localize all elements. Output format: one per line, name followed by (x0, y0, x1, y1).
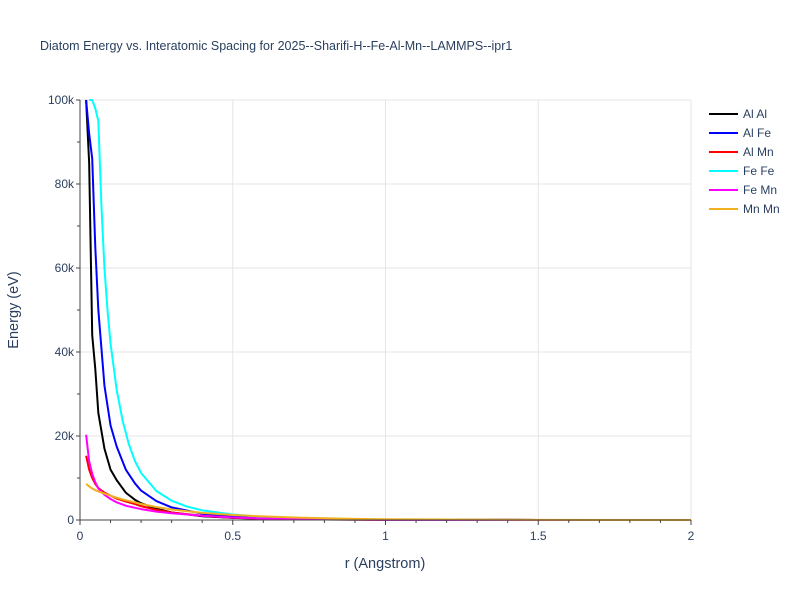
legend-label: Al Fe (743, 126, 771, 140)
x-tick-label: 0.5 (224, 529, 241, 543)
y-tick-label: 40k (55, 345, 75, 359)
legend-label: Mn Mn (743, 202, 780, 216)
y-tick-label: 60k (55, 261, 75, 275)
x-tick-label: 2 (688, 529, 695, 543)
legend-item-mn-mn[interactable]: Mn Mn (709, 202, 780, 216)
chart-title: Diatom Energy vs. Interatomic Spacing fo… (40, 39, 512, 53)
legend[interactable]: Al Al Al Fe Al Mn Fe Fe Fe Mn Mn Mn (709, 107, 780, 216)
legend-label: Fe Mn (743, 183, 777, 197)
y-tick-label: 20k (55, 429, 75, 443)
grid-lines (80, 99, 692, 520)
legend-label: Fe Fe (743, 164, 775, 178)
series-line-fe-mn (85, 434, 691, 521)
legend-label: Al Al (743, 107, 767, 121)
y-axis-label: Energy (eV) (6, 271, 22, 348)
series-lines (85, 99, 691, 521)
x-tick-label: 1.5 (530, 529, 547, 543)
y-tick-label: 100k (48, 93, 75, 107)
legend-item-fe-fe[interactable]: Fe Fe (709, 164, 775, 178)
legend-item-al-al[interactable]: Al Al (709, 107, 767, 121)
legend-label: Al Mn (743, 145, 774, 159)
series-line-mn-mn (85, 483, 691, 521)
legend-item-al-fe[interactable]: Al Fe (709, 126, 771, 140)
axes: 0 20k 40k 60k 80k 100k 0 0.5 1 1.5 2 (48, 93, 695, 543)
y-tick-label: 80k (55, 177, 75, 191)
legend-item-fe-mn[interactable]: Fe Mn (709, 183, 777, 197)
x-tick-label: 0 (77, 529, 84, 543)
x-axis-label: r (Angstrom) (345, 556, 426, 572)
y-tick-label: 0 (67, 513, 74, 527)
legend-item-al-mn[interactable]: Al Mn (709, 145, 774, 159)
x-tick-label: 1 (382, 529, 389, 543)
